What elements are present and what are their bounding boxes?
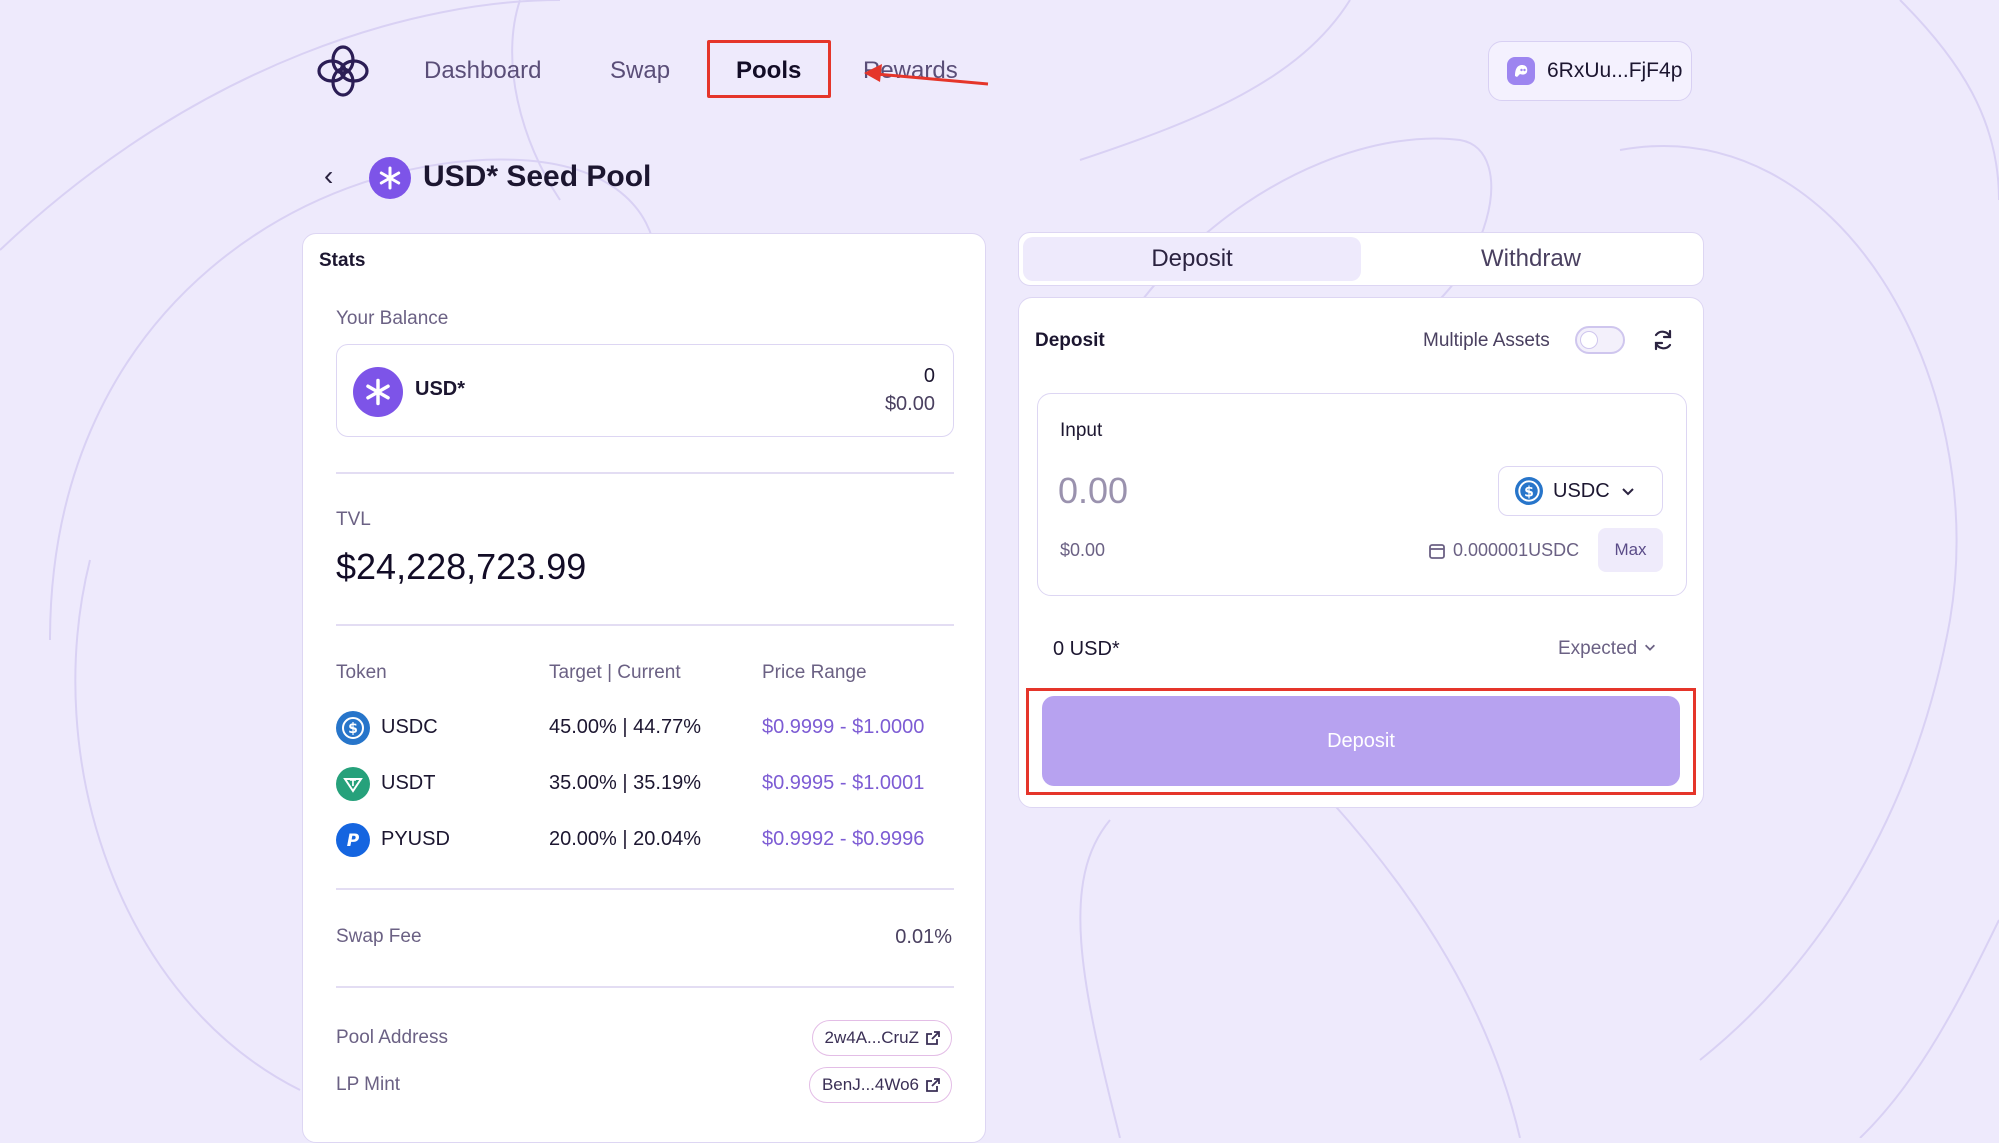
token-price-range: $0.9995 - $1.0001 <box>762 772 925 794</box>
balance-token: USD* <box>415 378 466 400</box>
token-target-current: 20.00% | 20.04% <box>549 828 701 850</box>
usd-star-token-icon <box>353 367 403 417</box>
expected-label: Expected <box>1558 638 1638 659</box>
svg-text:$: $ <box>348 721 358 737</box>
pool-address-label: Pool Address <box>336 1027 448 1048</box>
input-usd-value: $0.00 <box>1060 540 1106 560</box>
wallet-icon <box>1429 543 1445 559</box>
wallet-ghost-icon <box>1507 57 1535 85</box>
table-row: $ USDC 45.00% | 44.77% $0.9999 - $1.0000 <box>336 708 954 748</box>
column-header-price-range: Price Range <box>762 662 867 683</box>
deposit-withdraw-tabs: Deposit Withdraw <box>1018 232 1704 286</box>
wallet-address: 6RxUu...FjF4p <box>1547 59 1683 82</box>
swap-fee-value: 0.01% <box>895 926 952 948</box>
usd-star-token-icon <box>369 157 411 199</box>
pool-address-value: 2w4A...CruZ <box>824 1028 919 1047</box>
token-name: USDT <box>381 772 436 794</box>
pool-address-chip[interactable]: 2w4A...CruZ <box>811 1020 952 1056</box>
token-target-current: 45.00% | 44.77% <box>549 716 701 738</box>
column-header-token: Token <box>336 662 387 683</box>
tvl-label: TVL <box>336 509 371 530</box>
wallet-balance-value: 0.000001USDC <box>1453 540 1580 560</box>
token-price-range: $0.9999 - $1.0000 <box>762 716 925 738</box>
expected-dropdown[interactable]: Expected <box>1558 638 1657 660</box>
pyusd-icon: P <box>336 823 370 857</box>
pools-highlight-box <box>707 40 831 98</box>
svg-text:P: P <box>347 831 360 851</box>
balance-amount: 0 <box>923 365 935 387</box>
toggle-knob <box>1580 331 1598 349</box>
output-amount: 0 USD* <box>1053 638 1120 660</box>
tab-withdraw[interactable]: Withdraw <box>1480 245 1582 272</box>
token-price-range: $0.9992 - $0.9996 <box>762 828 925 850</box>
usdt-icon: T <box>336 767 370 801</box>
balance-box: USD* 0 $0.00 <box>336 344 954 437</box>
stats-card: Stats Your Balance USD* 0 $0.00 TVL $24,… <box>302 233 986 1143</box>
input-label: Input <box>1060 420 1103 441</box>
deposit-input-box: Input $ USDC $0.00 0.000001USDC Max <box>1037 393 1687 596</box>
svg-text:$: $ <box>1524 484 1534 500</box>
max-button[interactable]: Max <box>1598 528 1663 572</box>
usdc-icon: $ <box>1515 477 1543 505</box>
divider <box>336 986 954 988</box>
usdc-icon: $ <box>336 711 370 745</box>
deposit-highlight-box <box>1026 688 1696 795</box>
refresh-icon[interactable] <box>1649 326 1677 354</box>
token-name: PYUSD <box>381 828 450 850</box>
external-link-icon <box>926 1031 940 1045</box>
external-link-icon <box>926 1078 940 1092</box>
divider <box>336 472 954 474</box>
divider <box>336 888 954 890</box>
page-title: USD* Seed Pool <box>423 160 652 193</box>
wallet-button[interactable]: 6RxUu...FjF4p <box>1488 41 1692 101</box>
table-row: T USDT 35.00% | 35.19% $0.9995 - $1.0001 <box>336 764 954 804</box>
nav-pools[interactable]: Pools <box>736 57 802 84</box>
wallet-balance: 0.000001USDC <box>1427 540 1579 561</box>
token-target-current: 35.00% | 35.19% <box>549 772 701 794</box>
lp-mint-label: LP Mint <box>336 1074 401 1095</box>
swap-fee-label: Swap Fee <box>336 926 422 947</box>
your-balance-label: Your Balance <box>336 308 449 329</box>
column-header-target-current: Target | Current <box>549 662 681 683</box>
annotation-arrow-icon <box>864 64 989 86</box>
app-logo-icon[interactable] <box>316 44 370 98</box>
divider <box>336 624 954 626</box>
token-name: USDC <box>381 716 438 738</box>
deposit-button[interactable]: Deposit <box>1042 696 1680 786</box>
tab-deposit[interactable]: Deposit <box>1023 237 1361 281</box>
multiple-assets-toggle[interactable] <box>1575 326 1625 354</box>
chevron-down-icon <box>1621 488 1634 496</box>
lp-mint-chip[interactable]: BenJ...4Wo6 <box>808 1067 952 1103</box>
balance-usd: $0.00 <box>884 393 935 415</box>
lp-mint-value: BenJ...4Wo6 <box>821 1075 919 1094</box>
nav-dashboard[interactable]: Dashboard <box>424 57 542 84</box>
asset-select[interactable]: $ USDC <box>1498 466 1663 516</box>
back-chevron-icon[interactable]: ‹ <box>324 160 334 191</box>
multiple-assets-label: Multiple Assets <box>1423 330 1550 351</box>
stats-heading: Stats <box>319 250 366 271</box>
tvl-value: $24,228,723.99 <box>336 546 587 587</box>
svg-text:T: T <box>350 779 357 789</box>
deposit-card: Deposit Multiple Assets Input $ USDC $0.… <box>1018 297 1704 808</box>
deposit-heading: Deposit <box>1035 330 1105 351</box>
chevron-down-icon <box>1644 644 1655 651</box>
table-row: P PYUSD 20.00% | 20.04% $0.9992 - $0.999… <box>336 820 954 860</box>
selected-asset: USDC <box>1553 479 1610 502</box>
amount-input[interactable] <box>1058 466 1358 516</box>
nav-swap[interactable]: Swap <box>610 57 671 84</box>
